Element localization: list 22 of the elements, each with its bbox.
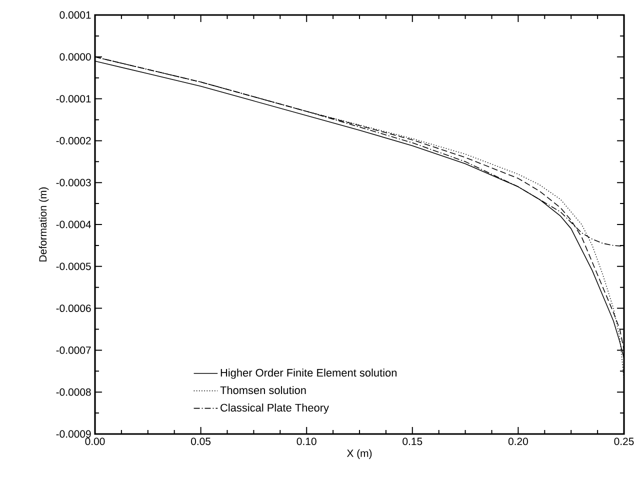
y-tick-label: -0.0002 — [56, 137, 91, 144]
y-tick-label: -0.0006 — [56, 304, 91, 312]
legend-label: Thomsen solution — [220, 386, 306, 394]
y-tick-label: -0.0005 — [56, 262, 91, 270]
y-tick-label: -0.0001 — [56, 95, 91, 103]
y-tick-label: -0.0009 — [56, 430, 91, 438]
x-tick-label: 0.05 — [191, 438, 211, 446]
x-tick-label: 0.00 — [85, 438, 105, 446]
x-tick-label: 0.25 — [614, 438, 634, 446]
y-tick-label: 0.0001 — [60, 11, 91, 19]
y-tick-label: -0.0004 — [56, 220, 91, 228]
y-tick-label: -0.0003 — [56, 178, 91, 186]
x-axis-title: X (m) — [346, 449, 372, 460]
x-tick-label: 0.20 — [508, 438, 528, 446]
y-axis-title: Deformation (m) — [38, 187, 49, 262]
y-tick-label: 0.0000 — [60, 53, 91, 61]
x-tick-label: 0.15 — [402, 438, 422, 446]
x-tick-label: 0.10 — [296, 438, 316, 446]
legend-label: Classical Plate Theory — [220, 404, 329, 414]
legend-label: Higher Order Finite Element solution — [220, 368, 397, 379]
y-tick-label: -0.0007 — [56, 346, 91, 354]
y-tick-label: -0.0008 — [56, 388, 91, 396]
